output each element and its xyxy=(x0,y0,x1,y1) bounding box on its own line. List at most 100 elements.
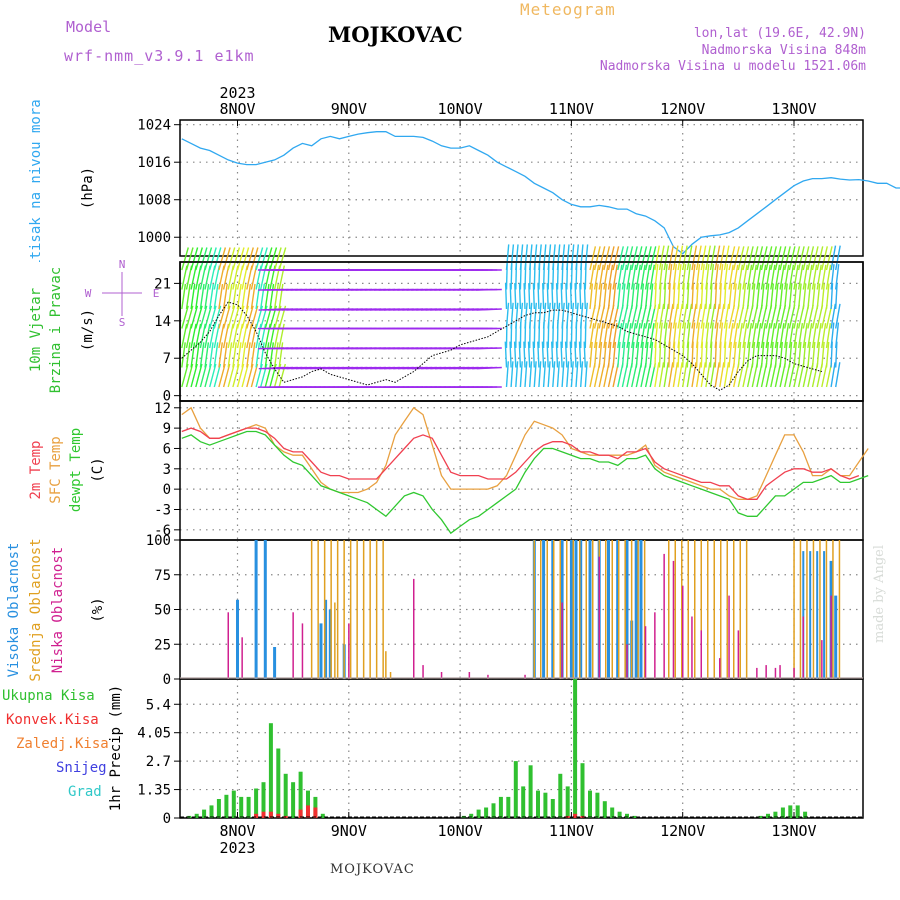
cloud-low-bar xyxy=(663,553,665,679)
precip-total-bar xyxy=(536,790,540,818)
wind-barb xyxy=(723,245,730,271)
precip-total-bar xyxy=(803,811,808,818)
wind-barb xyxy=(227,363,235,388)
precip-legend-item: Zaledj.Kisa xyxy=(16,736,109,752)
wind-barb xyxy=(232,363,240,388)
wind-barb xyxy=(719,362,725,388)
wind-barb xyxy=(524,361,528,388)
wind-barb xyxy=(584,321,587,349)
precip-conv-bar xyxy=(313,807,318,818)
wind-barb xyxy=(607,264,614,290)
wind-barb xyxy=(811,283,816,310)
wind-barb xyxy=(811,322,818,349)
cloud-low-bar xyxy=(292,612,294,679)
precip-total-bar xyxy=(602,801,607,818)
wind-barb xyxy=(654,283,657,310)
cloud-low-bar xyxy=(774,667,777,679)
wind-barb xyxy=(222,283,228,310)
wind-barb xyxy=(204,363,212,388)
wind-barb xyxy=(241,305,250,329)
wind-barb xyxy=(825,283,830,310)
wind-barb xyxy=(746,246,754,271)
wind-barb xyxy=(617,264,623,290)
temp2m-axis-title: 2m Temp xyxy=(28,440,44,499)
precip-total-bar xyxy=(283,773,288,818)
wind-barb xyxy=(760,283,765,310)
wind-barb xyxy=(640,246,648,271)
wind-barb xyxy=(654,245,660,271)
wind-barb xyxy=(236,283,242,310)
cloud-low-bar xyxy=(440,672,443,679)
cloud-high-bar xyxy=(551,540,555,679)
wind-barb xyxy=(603,246,611,271)
wind-barb xyxy=(218,363,226,388)
wind-barb xyxy=(598,322,604,349)
cloud-high-bar xyxy=(816,551,819,679)
wind-barb xyxy=(612,322,618,349)
precip-total-bar xyxy=(268,723,273,818)
wind-barb xyxy=(533,361,537,388)
wind-barb xyxy=(788,341,793,368)
wind-barb xyxy=(770,246,777,271)
wind-barb xyxy=(677,245,684,271)
precip-total-bar xyxy=(758,815,763,818)
wind-barb xyxy=(518,341,522,368)
wind-barb xyxy=(658,245,665,271)
wind-barb xyxy=(250,283,256,310)
wind-barb xyxy=(830,362,836,388)
cloud-low-bar xyxy=(756,667,758,679)
wind-barb xyxy=(770,264,776,290)
wind-barb xyxy=(185,363,194,388)
cloud-mid-bar xyxy=(624,540,626,679)
y-tick-label: 9 xyxy=(163,421,171,437)
wind-barb xyxy=(654,264,659,290)
cloud-high-bar xyxy=(263,540,267,679)
cloud-mid-bar xyxy=(356,540,358,679)
wind-barb xyxy=(682,264,687,290)
wind-barb xyxy=(273,283,279,310)
precip-total-bar xyxy=(298,771,303,818)
wind-barb xyxy=(686,362,693,388)
x-tick-label-top: 13NOV xyxy=(771,100,816,118)
wind-barb xyxy=(663,362,669,388)
precip-conv-bar xyxy=(254,813,259,818)
wind-barb xyxy=(528,283,531,310)
wind-barb xyxy=(603,264,609,290)
wind-barb xyxy=(709,362,716,388)
wind-barb xyxy=(719,303,725,329)
precip-bars-layer xyxy=(187,679,808,818)
wind-barb xyxy=(538,263,541,290)
wind-barb xyxy=(682,362,688,388)
cloud-mid-bar xyxy=(585,540,587,679)
wind-barb xyxy=(527,341,531,368)
x-tick-label-top: 12NOV xyxy=(660,100,705,118)
wind-barb xyxy=(505,263,508,290)
wind-barb xyxy=(476,366,502,370)
wind-barb xyxy=(668,303,674,329)
wind-barb xyxy=(728,264,734,290)
wind-barb xyxy=(575,361,579,388)
wind-barb xyxy=(709,264,715,290)
wind-barb xyxy=(612,246,620,271)
wind-barb xyxy=(821,283,825,310)
cloud-mid-bar xyxy=(643,540,646,679)
y-tick-label: 0 xyxy=(163,482,171,498)
cloud-mid-bar xyxy=(745,540,748,679)
y-tick-label: 1016 xyxy=(137,155,171,171)
cloud-low-bar xyxy=(691,616,693,679)
wind-barb xyxy=(760,246,768,271)
cloud-mid-bar xyxy=(720,540,722,679)
cloud-high-bar xyxy=(588,540,592,679)
wind-barb xyxy=(232,305,240,329)
precip-total-bar xyxy=(773,811,778,818)
wind-barb xyxy=(612,264,618,290)
wind-barb xyxy=(589,264,595,290)
x-tick-label-top: 9NOV xyxy=(331,100,367,118)
cloud-mid-bar xyxy=(700,540,702,679)
wind-barb xyxy=(593,246,601,271)
cloud-mid-bar xyxy=(540,540,542,679)
cloud-mid-bar xyxy=(611,540,613,679)
wind-barb xyxy=(236,342,242,368)
cloud-low-bar xyxy=(241,637,243,679)
cloud-mid-bar xyxy=(362,540,365,679)
